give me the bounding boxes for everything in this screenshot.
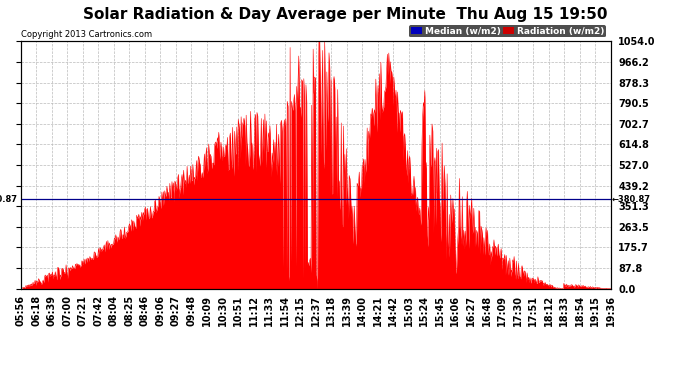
Text: →380.87: →380.87 [0, 195, 18, 204]
Legend: Median (w/m2), Radiation (w/m2): Median (w/m2), Radiation (w/m2) [409, 25, 606, 38]
Text: Solar Radiation & Day Average per Minute  Thu Aug 15 19:50: Solar Radiation & Day Average per Minute… [83, 8, 607, 22]
Text: Copyright 2013 Cartronics.com: Copyright 2013 Cartronics.com [21, 30, 152, 39]
Text: ←380.87: ←380.87 [612, 195, 651, 204]
